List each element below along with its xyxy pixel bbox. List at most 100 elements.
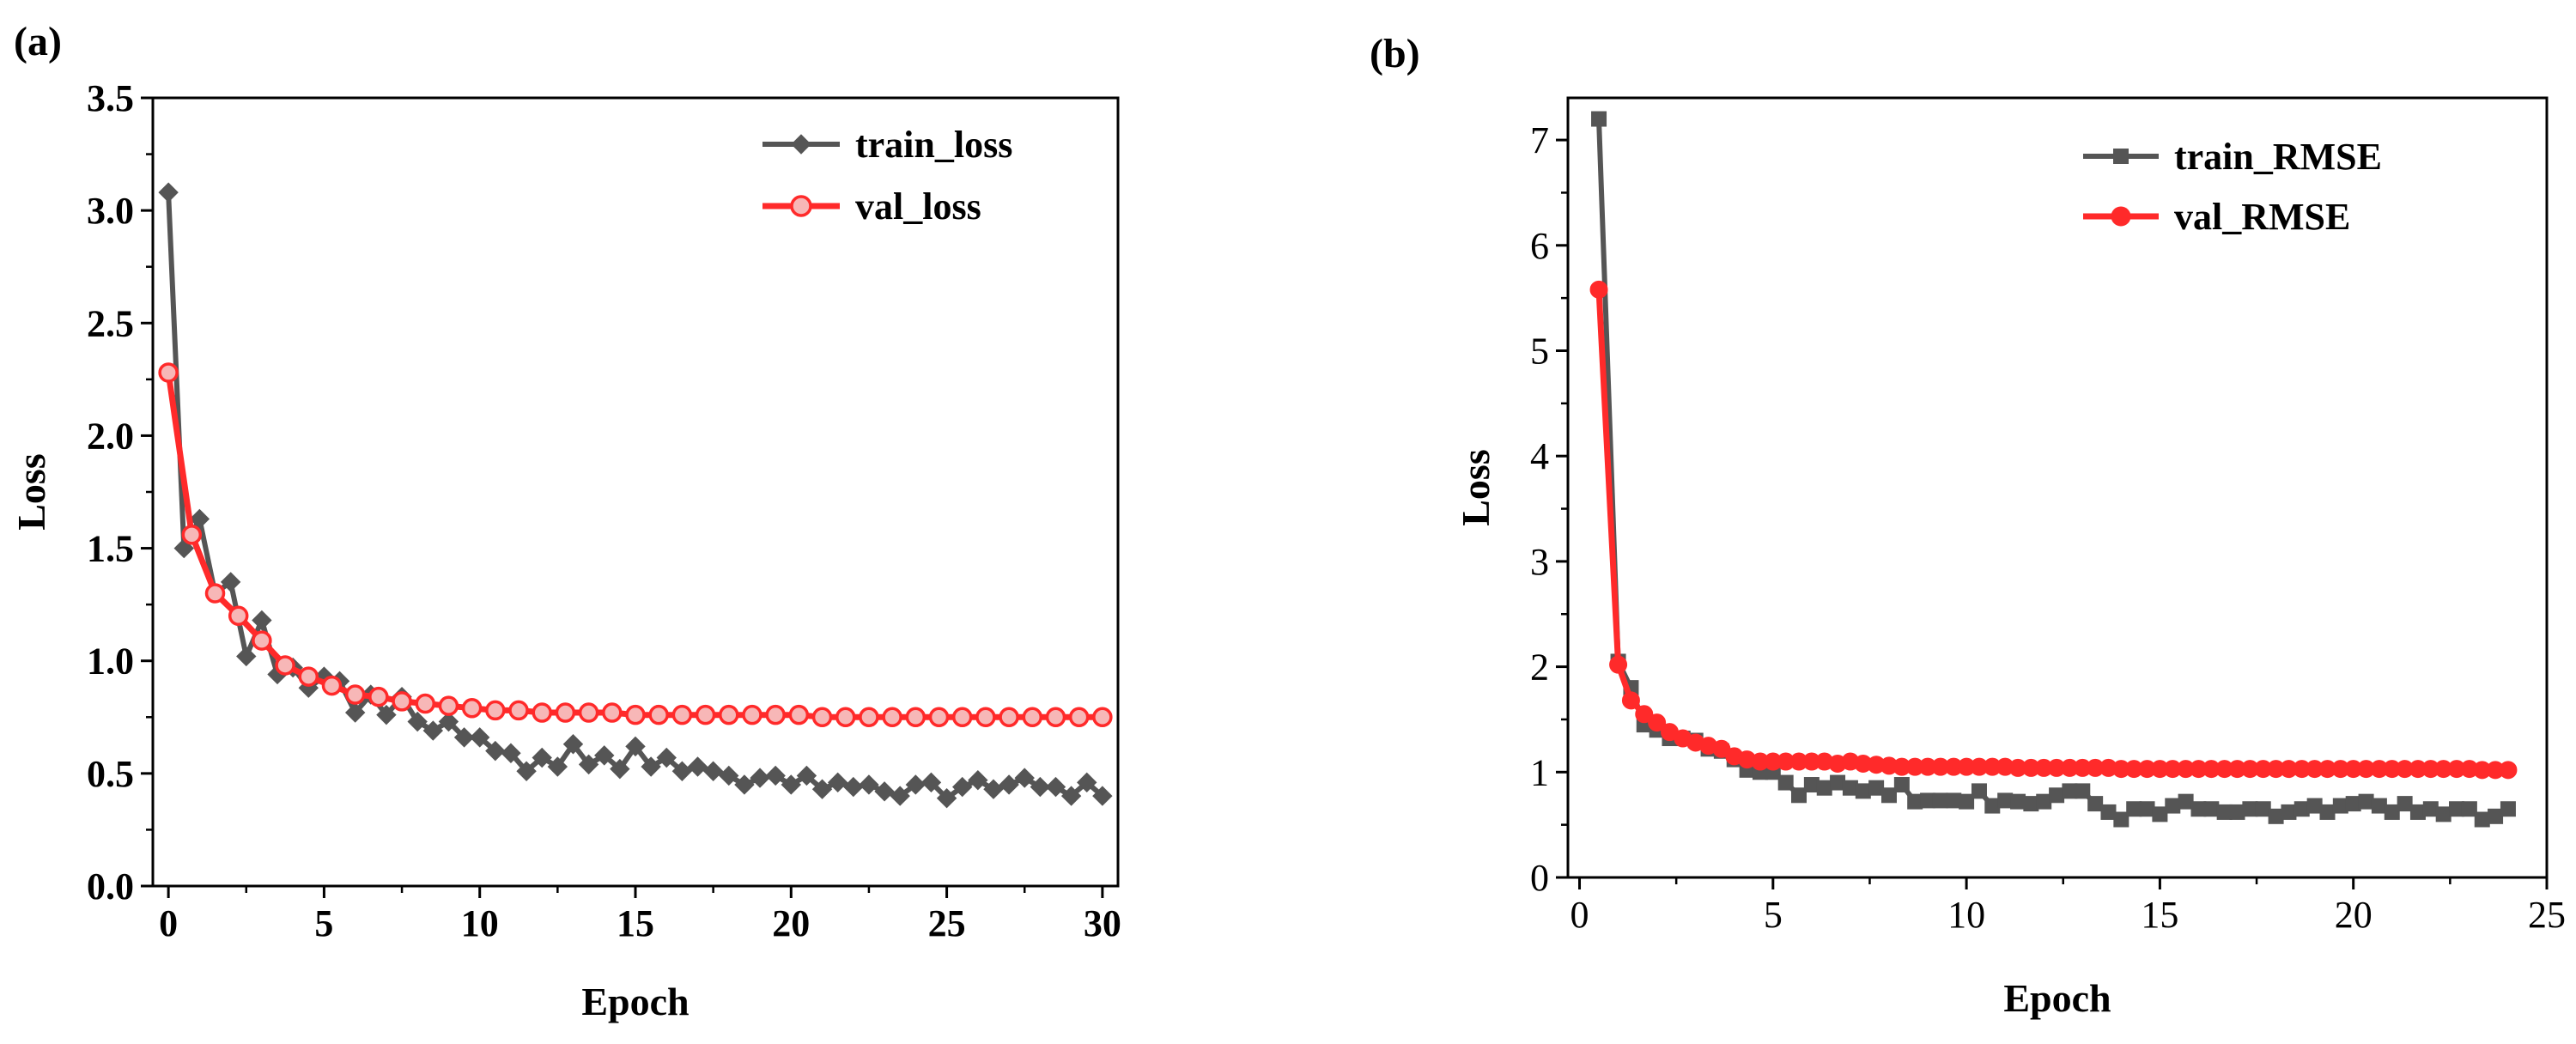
data-point-train_loss (1092, 786, 1113, 806)
series-line-val_RMSE (1595, 286, 2512, 774)
data-point-train_loss (594, 745, 615, 766)
data-point-train_RMSE (1816, 780, 1832, 796)
data-point-val_loss (882, 707, 902, 728)
data-point-val_loss (368, 686, 389, 707)
data-point-train_RMSE (2126, 801, 2142, 817)
data-point-val_RMSE (1648, 713, 1667, 732)
data-point-val_RMSE (1621, 691, 1640, 710)
legend-marker-train_loss (791, 134, 811, 155)
data-point-train_loss (936, 788, 957, 809)
data-point-train_RMSE (2268, 808, 2284, 824)
data-point-train_loss (470, 727, 490, 748)
data-point-train_loss (656, 747, 677, 768)
data-point-train_loss (532, 747, 552, 768)
data-point-train_loss (702, 761, 724, 781)
data-point-train_RMSE (2488, 808, 2504, 824)
data-point-val_loss (555, 702, 576, 723)
data-point-train_RMSE (2062, 783, 2078, 799)
data-point-val_loss (252, 630, 272, 651)
data-point-train_loss (1045, 776, 1066, 798)
data-point-train_RMSE (2139, 801, 2155, 817)
x-tick-label: 10 (1947, 894, 1985, 936)
data-point-train_loss (158, 182, 179, 203)
data-point-train_loss (1077, 772, 1097, 793)
legend-marker-train_RMSE (2113, 149, 2129, 164)
data-point-train_loss (625, 736, 646, 757)
data-point-train_loss (376, 704, 397, 725)
data-point-val_loss (975, 707, 996, 728)
data-point-train_loss (671, 761, 693, 781)
data-point-val_loss (344, 684, 366, 705)
x-tick-label: 25 (928, 902, 966, 944)
y-axis-label: Loss (1454, 449, 1498, 525)
data-point-train_loss (750, 768, 770, 788)
x-tick-label: 0 (159, 902, 178, 944)
data-point-train_loss (422, 720, 444, 741)
data-point-train_RMSE (1932, 792, 1948, 809)
y-tick-label: 3.5 (87, 77, 134, 119)
data-point-train_loss (687, 756, 708, 777)
data-point-train_loss (765, 765, 786, 786)
series-line-val_loss (165, 369, 1106, 720)
legend-label-train_RMSE: train_RMSE (2174, 136, 2382, 178)
data-point-val_loss (859, 707, 879, 728)
data-point-train_loss (843, 776, 864, 798)
data-point-train_RMSE (1591, 111, 1607, 127)
data-point-train_loss (734, 774, 755, 795)
data-point-val_loss (951, 707, 973, 728)
data-point-train_RMSE (2397, 796, 2413, 812)
x-tick-label: 15 (617, 902, 654, 944)
data-point-val_loss (1022, 707, 1043, 728)
data-point-train_loss (236, 646, 257, 667)
x-tick-label: 15 (2141, 894, 2178, 936)
chart-panel-a: 0 5 10 15 20 25 30 0.0 0.5 1.0 1.5 2.0 2.5 3.0 3.5 Epoc… (9, 77, 1121, 1023)
data-point-train_loss (827, 772, 848, 793)
data-point-val_loss (321, 675, 343, 696)
data-point-train_loss (1030, 776, 1051, 798)
data-point-train_RMSE (2165, 798, 2181, 814)
data-point-train_RMSE (2306, 798, 2323, 814)
x-tick-label: 0 (1571, 894, 1589, 936)
data-point-train_RMSE (2203, 801, 2220, 817)
data-point-train_loss (453, 727, 475, 748)
data-point-val_loss (508, 700, 529, 721)
data-point-train_RMSE (2216, 804, 2233, 820)
y-tick-label: 3.0 (87, 190, 134, 232)
data-point-val_loss (485, 700, 506, 721)
data-point-train_loss (344, 702, 366, 723)
data-point-val_loss (532, 702, 552, 723)
data-point-val_loss (461, 698, 483, 719)
data-point-train_loss (920, 772, 942, 793)
x-tick-label: 20 (2335, 894, 2372, 936)
x-tick-label: 5 (1764, 894, 1783, 936)
data-point-train_loss (252, 610, 272, 631)
y-tick-label: 5 (1530, 330, 1549, 372)
data-point-val_loss (1045, 707, 1066, 728)
data-point-train_RMSE (2100, 804, 2117, 820)
data-point-val_RMSE (1635, 705, 1654, 724)
data-point-train_loss (641, 756, 661, 777)
data-point-train_RMSE (2010, 793, 2026, 810)
data-point-val_loss (204, 583, 226, 604)
data-point-val_loss (158, 362, 179, 383)
data-point-train_RMSE (1855, 783, 1871, 799)
data-point-train_RMSE (2023, 796, 2039, 812)
data-point-train_RMSE (2461, 801, 2477, 817)
y-tick-label: 2 (1530, 646, 1549, 689)
y-axis-label: Loss (9, 453, 53, 530)
legend-marker-val_loss (790, 195, 812, 217)
y-tick-label: 0 (1530, 857, 1549, 899)
x-tick-label: 30 (1084, 902, 1121, 944)
data-point-train_loss (874, 781, 895, 802)
data-point-train_RMSE (1830, 774, 1846, 791)
data-point-train_RMSE (2049, 787, 2065, 804)
data-point-train_RMSE (2500, 801, 2516, 817)
data-point-val_loss (298, 666, 319, 687)
data-point-val_loss (835, 707, 856, 728)
data-point-val_loss (811, 707, 833, 728)
data-point-train_RMSE (2474, 811, 2490, 828)
data-point-train_RMSE (2449, 801, 2465, 817)
data-point-train_RMSE (1842, 780, 1858, 796)
data-point-train_loss (905, 774, 927, 795)
